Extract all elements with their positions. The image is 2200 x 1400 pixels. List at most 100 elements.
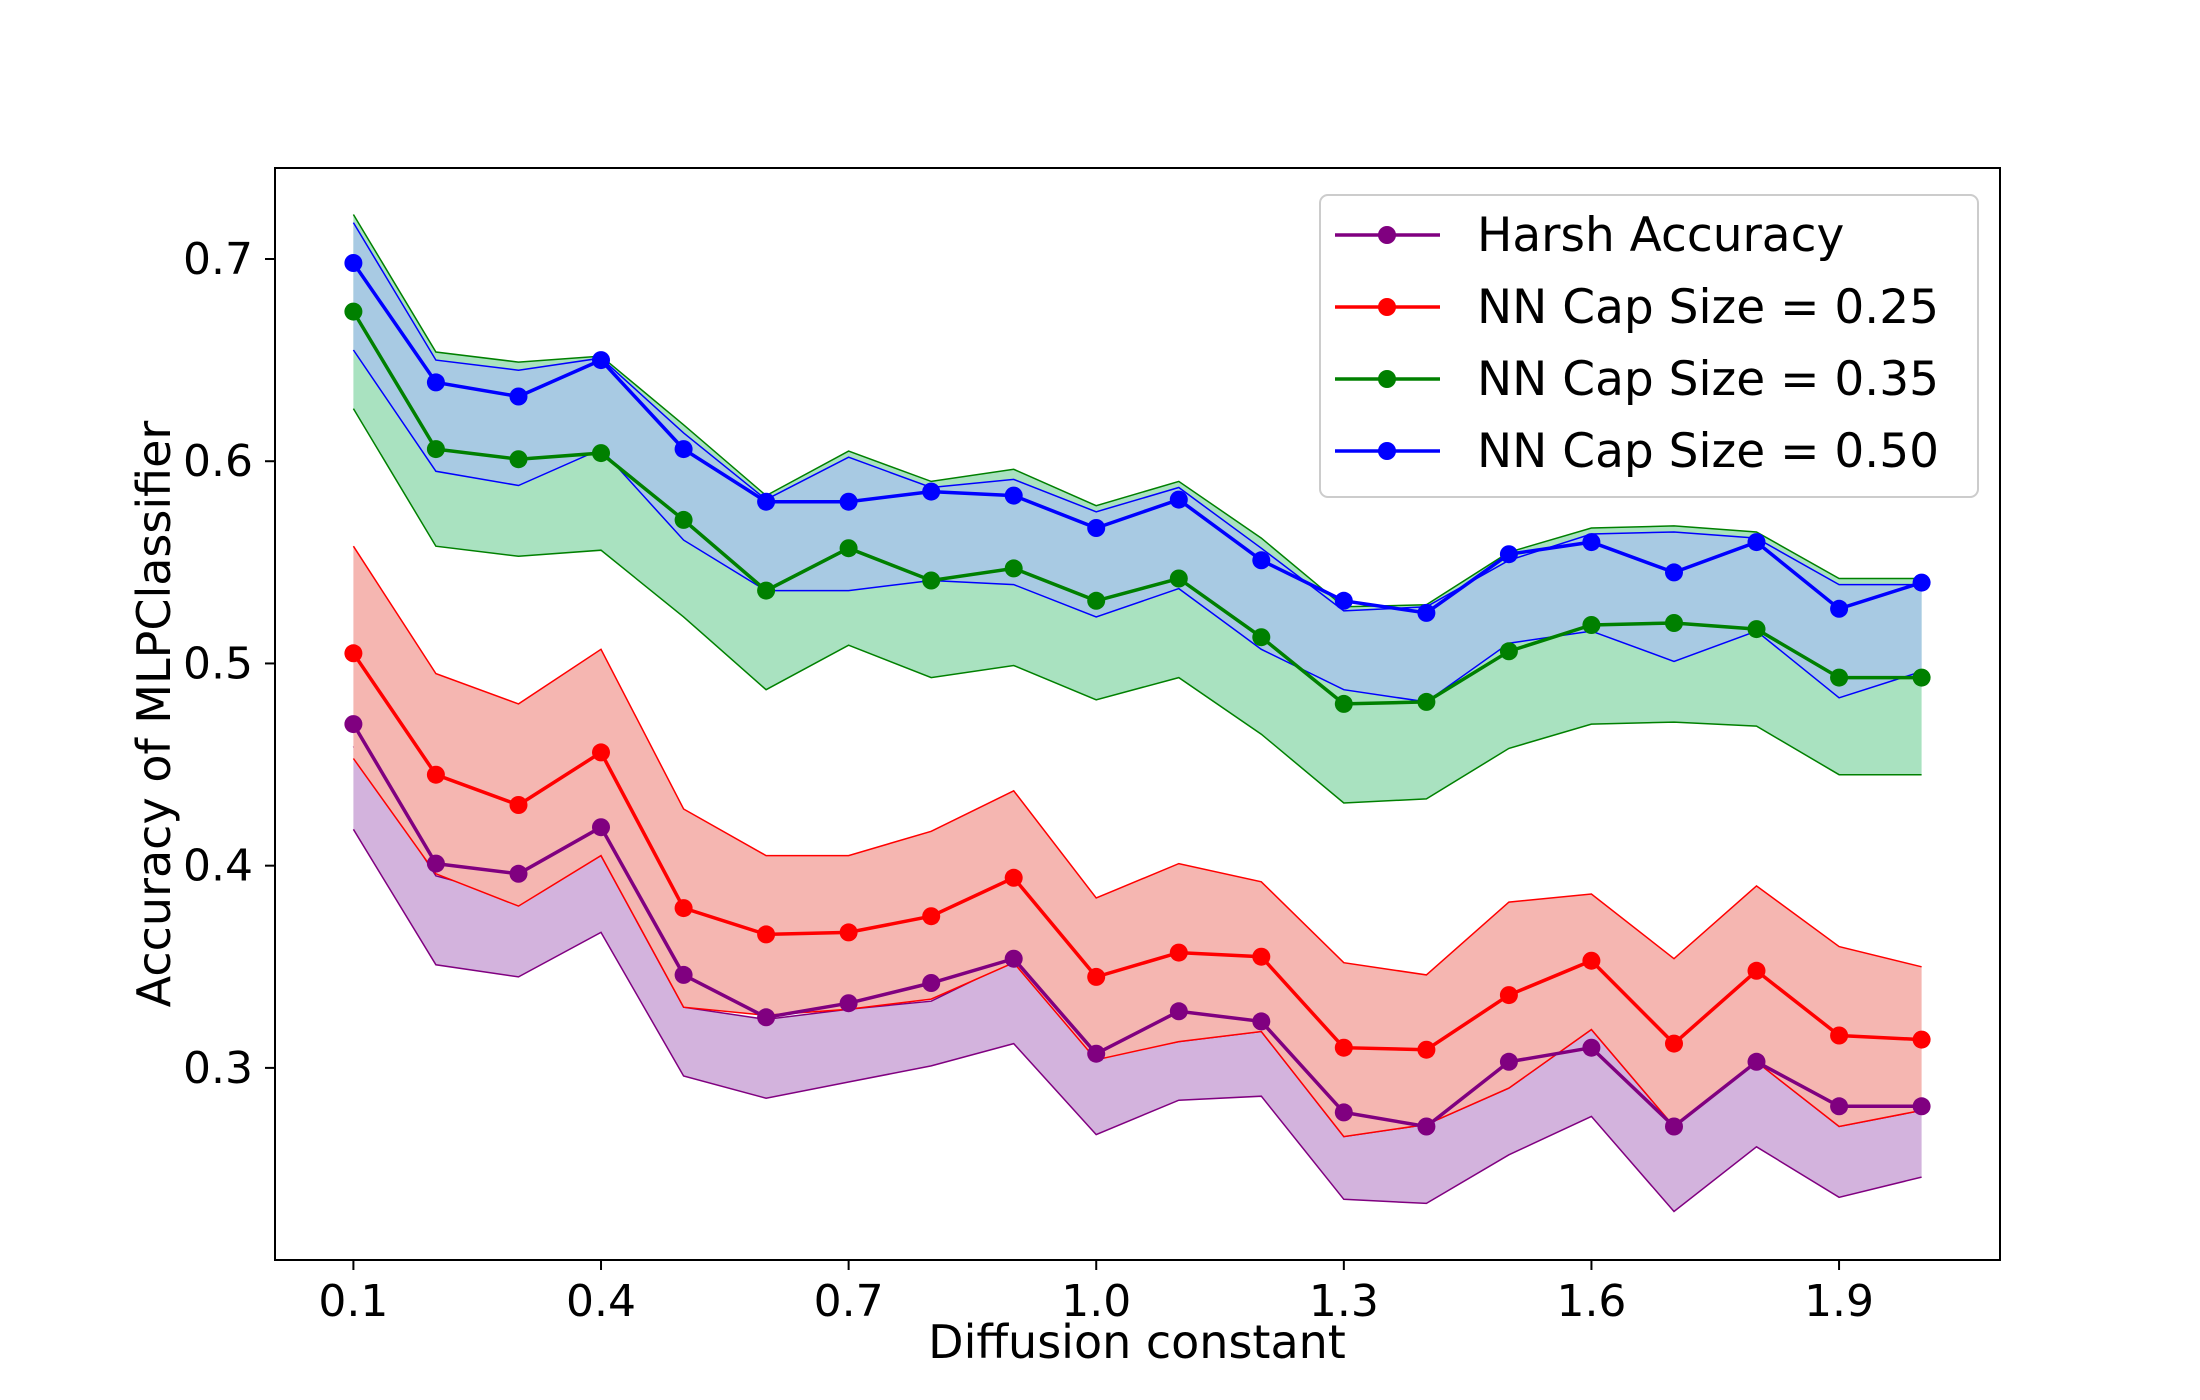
point-nn-cap-size-0-50 [1747,533,1766,552]
point-harsh-accuracy [922,974,941,992]
point-nn-cap-size-0-35 [839,539,858,558]
band-lower-edge-harsh-accuracy [352,828,1922,1213]
point-nn-cap-size-0-25 [674,899,693,918]
point-harsh-accuracy [426,854,445,873]
point-nn-cap-size-0-25 [344,644,363,663]
x-tick-label: 1.0 [1061,1276,1131,1327]
point-harsh-accuracy [1912,1097,1931,1116]
point-harsh-accuracy [1747,1052,1766,1071]
point-nn-cap-size-0-35 [1582,616,1601,634]
point-harsh-accuracy [839,994,858,1013]
band-nn-cap-size-0-25 [353,546,1922,1137]
point-nn-cap-size-0-35 [1252,628,1271,647]
point-nn-cap-size-0-25 [1004,868,1023,887]
x-tick-label: 0.7 [814,1276,884,1327]
point-nn-cap-size-0-35 [1830,668,1849,687]
point-nn-cap-size-0-35 [509,450,528,469]
band-lower-edge-nn-cap-size-0-35 [352,408,1922,804]
point-nn-cap-size-0-25 [922,907,941,926]
point-nn-cap-size-0-35 [1004,559,1023,578]
x-tick-label: 1.6 [1556,1276,1626,1327]
point-nn-cap-size-0-35 [592,444,610,463]
point-nn-cap-size-0-25 [1582,951,1601,970]
point-nn-cap-size-0-25 [1830,1026,1849,1045]
y-axis: 0.3 0.4 0.5 0.6 0.7 [183,234,275,1094]
band-upper-edge-nn-cap-size-0-35 [352,214,1922,608]
point-harsh-accuracy [1665,1117,1683,1136]
point-harsh-accuracy [1582,1038,1601,1057]
point-harsh-accuracy [674,965,693,984]
point-harsh-accuracy [344,715,363,734]
point-nn-cap-size-0-25 [1665,1034,1683,1053]
point-nn-cap-size-0-25 [1912,1030,1931,1049]
point-harsh-accuracy [757,1008,776,1027]
y-axis-title: Accuracy of MLPClassifier [127,421,181,1008]
point-nn-cap-size-0-25 [426,765,445,784]
point-harsh-accuracy [1499,1052,1518,1071]
point-nn-cap-size-0-50 [757,492,776,511]
x-tick-label: 0.1 [318,1276,388,1327]
line-nn-cap-size-0-25 [351,652,1922,1052]
point-nn-cap-size-0-25 [1747,961,1766,980]
point-nn-cap-size-0-50 [674,440,693,459]
legend: Harsh Accuracy NN Cap Size = 0.25 NN Cap S… [1319,194,1979,498]
point-nn-cap-size-0-35 [1499,642,1518,661]
line-nn-cap-size-0-35 [351,310,1922,706]
point-nn-cap-size-0-50 [1252,551,1271,570]
point-nn-cap-size-0-50 [1004,486,1023,505]
point-nn-cap-size-0-50 [426,373,445,392]
point-nn-cap-size-0-25 [1087,967,1106,986]
legend-label-harsh-accuracy: Harsh Accuracy [1477,208,1844,263]
x-tick-label: 0.4 [566,1276,636,1327]
point-nn-cap-size-0-50 [509,387,528,406]
band-upper-edge-nn-cap-size-0-50 [352,222,1922,612]
point-harsh-accuracy [1169,1002,1188,1021]
point-harsh-accuracy [1334,1103,1353,1122]
point-nn-cap-size-0-50 [922,482,941,501]
point-nn-cap-size-0-35 [1169,569,1188,588]
band-upper-edge-nn-cap-size-0-25 [352,545,1922,976]
point-nn-cap-size-0-50 [1169,490,1188,509]
band-lower-edge-nn-cap-size-0-25 [352,758,1922,1138]
y-tick-label: 0.4 [183,841,253,892]
point-nn-cap-size-0-25 [592,743,610,762]
point-harsh-accuracy [1417,1117,1436,1136]
point-nn-cap-size-0-50 [1582,533,1601,552]
x-tick-label: 1.3 [1309,1276,1379,1327]
point-nn-cap-size-0-35 [757,581,776,600]
series-lines [344,254,1931,1136]
point-nn-cap-size-0-35 [344,302,363,321]
x-axis: 0.1 0.4 0.7 1.0 1.3 1.6 1.9 [318,1260,1874,1327]
y-tick-label: 0.5 [183,638,253,689]
point-nn-cap-size-0-25 [1169,943,1188,962]
point-nn-cap-size-0-50 [592,351,610,370]
y-tick-label: 0.3 [183,1043,253,1094]
legend-marker-nn-cap-size-0-35 [1378,370,1396,388]
legend-box [1319,194,1979,498]
point-nn-cap-size-0-50 [1087,519,1106,537]
point-harsh-accuracy [1830,1097,1849,1116]
point-nn-cap-size-0-50 [344,254,363,272]
point-nn-cap-size-0-35 [1912,668,1931,687]
point-nn-cap-size-0-25 [1499,986,1518,1005]
point-nn-cap-size-0-50 [1499,545,1518,564]
point-nn-cap-size-0-25 [1252,947,1271,966]
x-tick-label: 1.9 [1804,1276,1874,1327]
point-harsh-accuracy [1087,1044,1106,1063]
point-nn-cap-size-0-50 [1665,563,1683,582]
point-nn-cap-size-0-50 [1334,591,1353,610]
y-tick-label: 0.6 [183,436,253,487]
point-nn-cap-size-0-35 [1747,620,1766,639]
point-nn-cap-size-0-35 [922,571,941,590]
legend-label-nn-cap-size-0-35: NN Cap Size = 0.35 [1477,352,1939,407]
point-nn-cap-size-0-35 [426,440,445,459]
legend-marker-nn-cap-size-0-50 [1378,442,1396,460]
point-nn-cap-size-0-35 [1334,694,1353,713]
point-nn-cap-size-0-50 [1912,573,1931,592]
point-nn-cap-size-0-25 [1417,1040,1436,1059]
point-harsh-accuracy [1004,949,1023,968]
point-harsh-accuracy [509,864,528,883]
point-harsh-accuracy [1252,1012,1271,1031]
point-nn-cap-size-0-50 [1417,603,1436,622]
line-nn-cap-size-0-50 [351,262,1923,615]
